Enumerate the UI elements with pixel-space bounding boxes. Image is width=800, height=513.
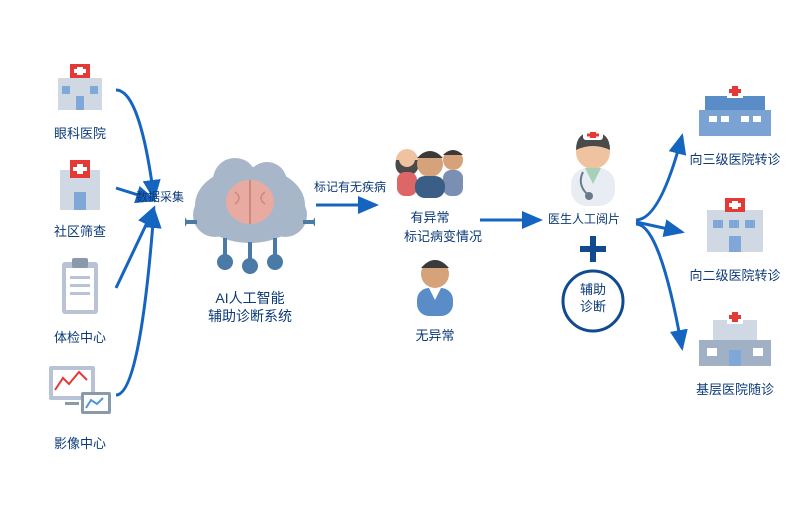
target-base: 基层医院随诊 (680, 310, 790, 398)
aux-line2: 诊断 (580, 299, 606, 314)
aux-line1: 辅助 (580, 282, 606, 297)
abnormal-label: 有异常 (380, 207, 480, 226)
ai-label-2: 辅助诊断系统 (185, 307, 315, 325)
arrow-sources-to-ai (110, 60, 170, 440)
person-icon (405, 256, 465, 316)
source-imaging-center: 影像中心 (40, 362, 120, 452)
arrow-ai-to-mark (316, 195, 386, 215)
target-l3: 向三级医院转诊 (680, 80, 790, 168)
edge-mark-disease: 标记有无疾病 (314, 178, 386, 195)
edge-collect: 数据采集 (136, 188, 184, 205)
arrow-patients-to-doctor (480, 210, 550, 230)
source-exam-center: 体检中心 (40, 256, 120, 346)
clipboard-icon (50, 256, 110, 318)
clinic-icon (50, 158, 110, 212)
source-label: 眼科医院 (40, 123, 120, 142)
people-group-icon (385, 140, 475, 198)
hospital-l3-icon (699, 80, 771, 140)
hospital-icon (50, 60, 110, 114)
source-label: 社区筛查 (40, 221, 120, 240)
source-eye-hospital: 眼科医院 (40, 60, 120, 142)
patients-abnormal: 有异常 标记病变情况 (380, 140, 480, 245)
doctor-icon (553, 128, 633, 206)
monitor-icon (45, 362, 115, 424)
ai-system: AI人工智能 辅助诊断系统 (185, 150, 315, 325)
ai-cloud-icon (185, 150, 315, 280)
source-label: 影像中心 (40, 433, 120, 452)
hospital-l2-icon (699, 196, 771, 256)
plus-icon (578, 234, 608, 269)
hospital-base-icon (699, 310, 771, 370)
ai-label-1: AI人工智能 (185, 289, 315, 307)
normal-label: 无异常 (395, 325, 475, 344)
edge-doctor-read: 医生人工阅片 (548, 210, 620, 227)
target-label: 向三级医院转诊 (680, 149, 790, 168)
lesion-label: 标记病变情况 (404, 226, 480, 245)
target-label: 基层医院随诊 (680, 379, 790, 398)
source-label: 体检中心 (40, 327, 120, 346)
target-label: 向二级医院转诊 (680, 265, 790, 284)
patient-normal: 无异常 (395, 256, 475, 344)
doctor (548, 128, 638, 211)
aux-diagnosis: 辅助 诊断 (560, 268, 626, 339)
target-l2: 向二级医院转诊 (680, 196, 790, 284)
source-community: 社区筛查 (40, 158, 120, 240)
